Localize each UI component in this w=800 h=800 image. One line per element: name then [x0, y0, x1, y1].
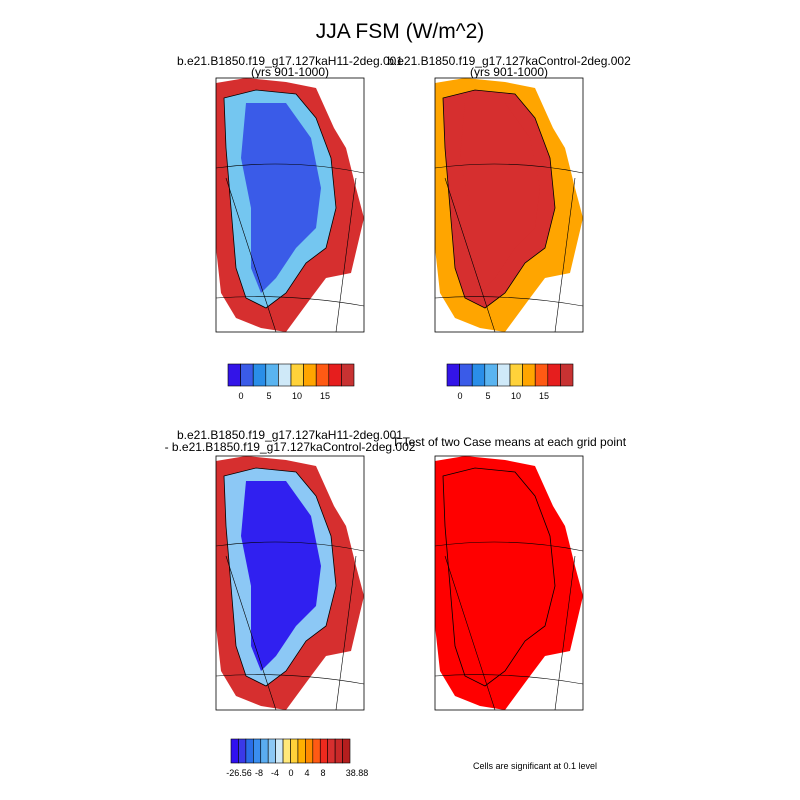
colorbar-box — [342, 738, 351, 764]
panel-title: b.e21.B1850.f19_g17.127kaControl-2deg.00… — [387, 54, 631, 68]
panel-frame — [434, 77, 584, 333]
colorbar-box — [290, 738, 299, 764]
panel-frame — [215, 455, 365, 711]
colorbar-box — [240, 363, 254, 387]
coastline — [223, 89, 337, 309]
colorbar-label: 5 — [485, 391, 490, 401]
colorbar-label: 10 — [292, 391, 302, 401]
coastline — [442, 89, 556, 309]
colorbar-box — [312, 738, 321, 764]
meridian — [444, 555, 496, 710]
maps — [215, 77, 584, 711]
colorbars: 0 5 10 15 0 5 10 15 -26.56 -8 -4 0 4 8 38.88 — [226, 363, 574, 778]
parallel — [435, 674, 583, 685]
coastline — [223, 467, 337, 687]
colorbar-box — [471, 363, 486, 387]
colorbar-label: -4 — [271, 768, 279, 778]
colorbar-box — [509, 363, 523, 387]
colorbar-label: 15 — [320, 391, 330, 401]
colorbar-box — [275, 738, 284, 764]
colorbar-box — [484, 363, 498, 387]
meridian — [335, 177, 357, 332]
map-panel — [435, 456, 583, 710]
region — [460, 103, 540, 293]
colorbar-box — [227, 363, 241, 387]
meridian — [554, 177, 576, 332]
colorbar-label: 0 — [288, 768, 293, 778]
meridian — [335, 555, 357, 710]
colorbar-box — [267, 738, 276, 764]
colorbar-label: 0 — [238, 391, 243, 401]
parallel — [216, 674, 364, 685]
map-panel — [435, 78, 583, 332]
colorbar-label: 15 — [539, 391, 549, 401]
colorbar-box — [290, 363, 304, 387]
colorbar-box — [245, 738, 254, 764]
colorbar-label: 0 — [457, 391, 462, 401]
panel-subtitle: (yrs 901-1000) — [470, 65, 548, 79]
colorbar-box — [230, 738, 239, 764]
colorbar-box — [497, 363, 511, 387]
panel-title: T-Test of two Case means at each grid po… — [392, 435, 627, 449]
colorbar-box — [278, 363, 292, 387]
map-panel — [216, 78, 364, 332]
map-panel — [216, 456, 364, 710]
colorbar-label: 8 — [320, 768, 325, 778]
region — [241, 103, 321, 293]
meridian — [554, 555, 576, 710]
colorbar-box — [522, 363, 536, 387]
panel-subtitle: (yrs 901-1000) — [251, 65, 329, 79]
colorbar-box — [446, 363, 460, 387]
colorbar-label: -26.56 — [226, 768, 252, 778]
parallel — [216, 163, 364, 174]
colorbar-box — [282, 738, 291, 764]
parallel — [435, 541, 583, 552]
colorbar-box — [238, 738, 247, 764]
colorbar-box — [328, 363, 342, 387]
colorbar-box — [252, 363, 267, 387]
colorbar-box — [303, 363, 317, 387]
meridian — [444, 177, 496, 332]
colorbar-box — [459, 363, 473, 387]
colorbar-box — [260, 738, 269, 764]
colorbar-box — [253, 738, 262, 764]
colorbar-label: 10 — [511, 391, 521, 401]
colorbar-box — [534, 363, 549, 387]
region — [241, 481, 321, 671]
meridian — [225, 555, 277, 710]
panel-title: b.e21.B1850.f19_g17.127kaH11-2deg.001 — [177, 428, 403, 442]
parallel — [435, 296, 583, 307]
colorbar-box — [319, 738, 328, 764]
parallel — [435, 163, 583, 174]
colorbar-box — [297, 738, 306, 764]
colorbar-label: -8 — [255, 768, 263, 778]
meridian — [225, 177, 277, 332]
parallel — [216, 541, 364, 552]
figure-title: JJA FSM (W/m^2) — [316, 20, 485, 43]
panel-frame — [215, 77, 365, 333]
coastline — [442, 467, 556, 687]
panel-frame — [434, 455, 584, 711]
region — [460, 481, 540, 671]
colorbar-box — [547, 363, 561, 387]
colorbar-box — [560, 363, 574, 387]
colorbar-box — [315, 363, 330, 387]
colorbar-box — [327, 738, 336, 764]
panel-title: b.e21.B1850.f19_g17.127kaH11-2deg.001 — [177, 54, 403, 68]
colorbar-box — [265, 363, 279, 387]
colorbar-label: 4 — [304, 768, 309, 778]
note: Cells are significant at 0.1 level — [473, 761, 597, 771]
colorbar-label: 5 — [266, 391, 271, 401]
colorbar-label: 38.88 — [346, 768, 369, 778]
parallel — [216, 296, 364, 307]
colorbar-box — [334, 738, 343, 764]
colorbar-box — [341, 363, 355, 387]
colorbar-box — [305, 738, 314, 764]
panel-subtitle: - b.e21.B1850.f19_g17.127kaControl-2deg.… — [165, 440, 416, 454]
